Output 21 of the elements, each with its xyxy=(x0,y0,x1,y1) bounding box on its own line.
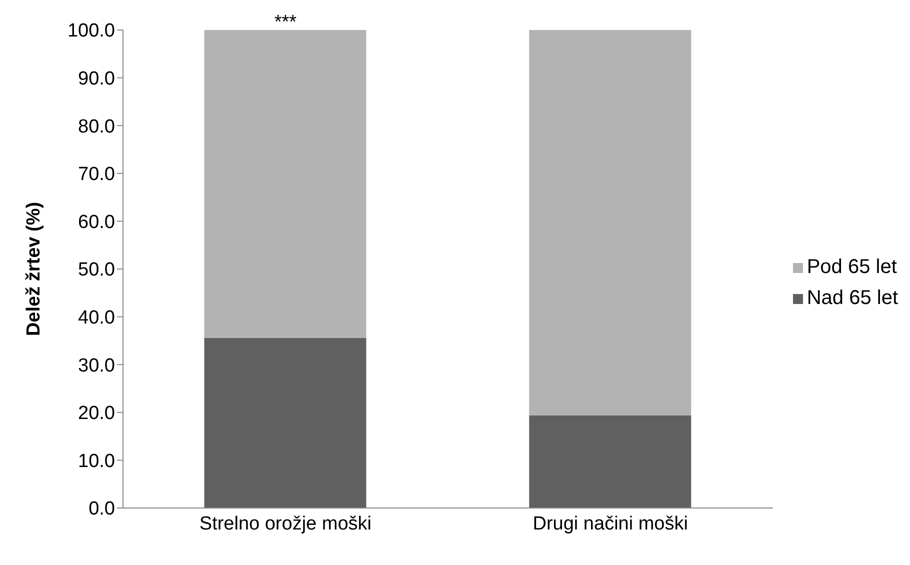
x-tick-label: Drugi načini moški xyxy=(532,513,688,534)
y-tick-label: 100.0 xyxy=(67,20,115,42)
y-tick-label: 40.0 xyxy=(78,308,115,329)
y-tick-label: 10.0 xyxy=(78,450,115,472)
y-tick-label: 90.0 xyxy=(78,68,115,90)
y-tick-label: 80.0 xyxy=(78,116,115,138)
y-tick-label: 0.0 xyxy=(88,498,115,520)
y-axis-title: Delež žrtev (%) xyxy=(24,202,45,336)
y-tick-label: 70.0 xyxy=(78,164,115,186)
legend-label: Nad 65 let xyxy=(806,287,898,310)
legend-label: Pod 65 let xyxy=(806,256,898,279)
bar xyxy=(204,30,366,338)
y-tick-label: 30.0 xyxy=(78,355,115,376)
bar xyxy=(204,338,366,508)
bar xyxy=(529,415,692,508)
y-tick-label: 60.0 xyxy=(78,212,115,233)
y-tick-label: 50.0 xyxy=(78,260,115,281)
bar xyxy=(529,30,692,416)
x-tick-label: Strelno orožje moški xyxy=(199,513,372,534)
annotation: *** xyxy=(274,12,298,33)
y-tick-label: 20.0 xyxy=(78,403,115,424)
